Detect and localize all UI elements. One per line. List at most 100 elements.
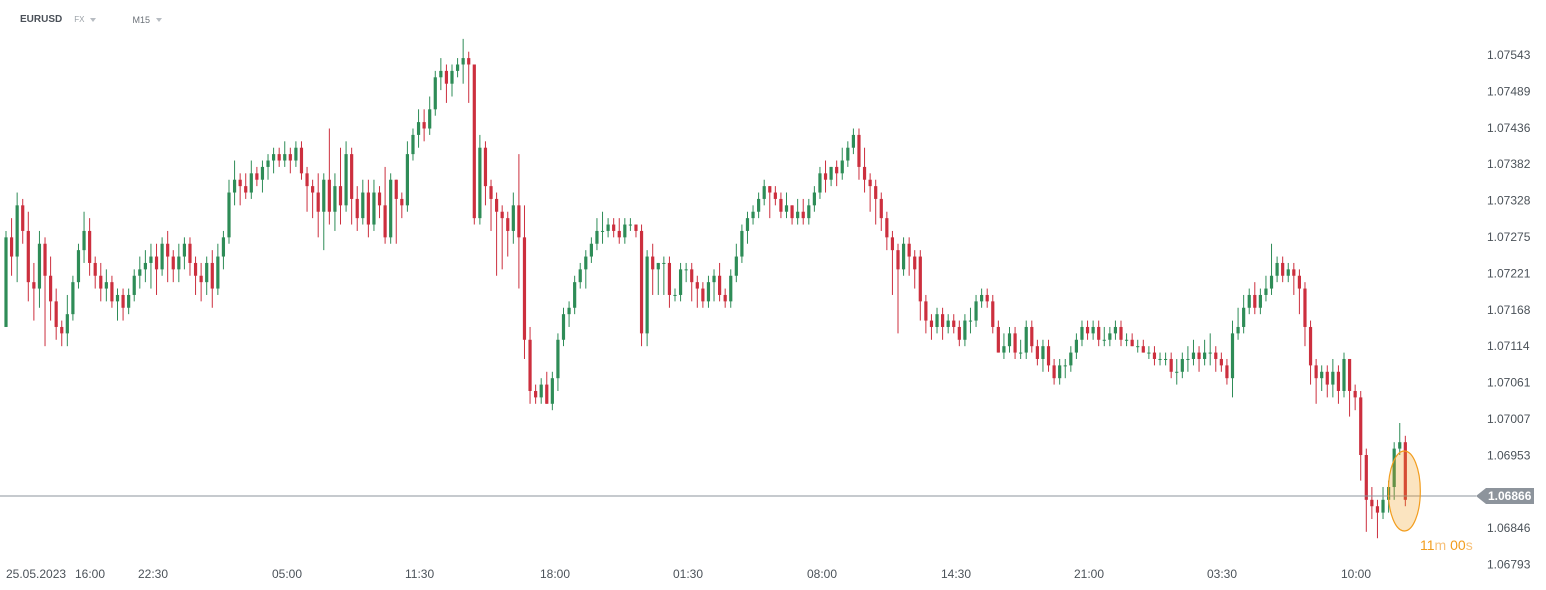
- candle-body: [974, 301, 978, 321]
- candle: [862, 147, 867, 193]
- candle-body: [980, 294, 984, 302]
- candle-body: [968, 320, 973, 322]
- candle: [1041, 339, 1045, 372]
- candle: [260, 160, 265, 193]
- candle: [963, 314, 967, 347]
- candle-body: [957, 326, 961, 340]
- candle: [578, 262, 582, 289]
- candle-body: [768, 186, 772, 193]
- candle: [4, 230, 8, 327]
- countdown-minutes: 11: [1420, 537, 1435, 553]
- candle-body: [238, 179, 242, 187]
- candle-body: [929, 320, 934, 327]
- candle: [1292, 262, 1296, 295]
- candle-body: [1236, 326, 1240, 334]
- candle: [695, 275, 699, 308]
- candle: [907, 237, 911, 276]
- candle-body: [634, 224, 638, 231]
- candle: [377, 186, 382, 219]
- candle-body: [645, 256, 649, 334]
- candle: [612, 218, 616, 238]
- candle: [1030, 320, 1034, 353]
- candle-body: [199, 275, 203, 283]
- candle-body: [1336, 371, 1341, 391]
- candle-body: [561, 314, 566, 340]
- candle-body: [712, 275, 716, 283]
- candle-body: [227, 192, 231, 238]
- symbol-name[interactable]: EURUSD: [20, 14, 63, 25]
- candle: [1152, 346, 1157, 366]
- candle: [656, 262, 660, 295]
- candle: [1136, 339, 1140, 353]
- candle-body: [1381, 499, 1385, 513]
- candle: [88, 218, 92, 276]
- candle: [1308, 320, 1313, 385]
- candle-body: [773, 192, 777, 199]
- candle: [1102, 326, 1106, 347]
- candle-body: [801, 211, 805, 219]
- candle-body: [701, 288, 705, 302]
- candle-body: [1186, 358, 1190, 360]
- candle: [768, 186, 772, 219]
- candle: [283, 141, 287, 167]
- candle-body: [389, 179, 393, 238]
- candle: [149, 243, 153, 289]
- candle: [1225, 358, 1229, 385]
- candle: [495, 192, 499, 276]
- candle-body: [1019, 352, 1023, 354]
- candle-body: [1002, 346, 1006, 353]
- candle-body: [623, 224, 627, 238]
- candle-body: [1041, 346, 1045, 359]
- candle: [757, 192, 761, 219]
- candle: [1119, 320, 1123, 347]
- x-tick-label: 18:00: [540, 567, 570, 581]
- candle: [305, 166, 309, 212]
- candle-body: [1370, 499, 1374, 507]
- candle: [110, 275, 114, 308]
- candle: [918, 250, 922, 321]
- candle-body: [1253, 294, 1257, 308]
- candle: [985, 288, 989, 308]
- candle-body: [818, 173, 822, 193]
- market-dropdown-icon[interactable]: [90, 17, 97, 22]
- candle-body: [729, 275, 733, 302]
- candle: [1164, 352, 1168, 366]
- candle-body: [963, 320, 967, 340]
- candle: [472, 64, 476, 225]
- candle-body: [1097, 326, 1101, 340]
- candle: [467, 51, 471, 103]
- candle: [1186, 346, 1190, 372]
- candle: [121, 288, 125, 321]
- candle-body: [1353, 390, 1357, 398]
- candle-body: [935, 314, 939, 327]
- candle: [1058, 358, 1062, 385]
- candle-body: [1085, 326, 1090, 334]
- candle: [411, 128, 415, 161]
- candle: [929, 314, 934, 340]
- candle: [634, 224, 638, 238]
- timeframe-selector[interactable]: M15: [132, 15, 162, 25]
- candle-body: [1030, 326, 1034, 347]
- candle-body: [82, 230, 86, 251]
- candle: [829, 166, 833, 187]
- candle-body: [1308, 326, 1313, 366]
- candle-body: [4, 237, 8, 327]
- candle: [1180, 352, 1184, 379]
- candle: [428, 96, 432, 135]
- y-tick-label: 1.07543: [1487, 48, 1531, 62]
- candles-group: [4, 38, 1407, 539]
- candle-body: [784, 205, 789, 212]
- candle-body: [478, 147, 482, 219]
- candle: [935, 307, 939, 334]
- candle-body: [166, 243, 170, 257]
- timeframe-dropdown-icon[interactable]: [155, 17, 162, 22]
- candle-body: [706, 282, 711, 302]
- candle: [846, 141, 850, 167]
- candle-body: [422, 122, 426, 129]
- candle: [483, 141, 488, 206]
- candle: [522, 205, 527, 359]
- candle: [143, 250, 147, 283]
- current-price-tag-shape: [1476, 487, 1534, 504]
- candle: [49, 256, 53, 321]
